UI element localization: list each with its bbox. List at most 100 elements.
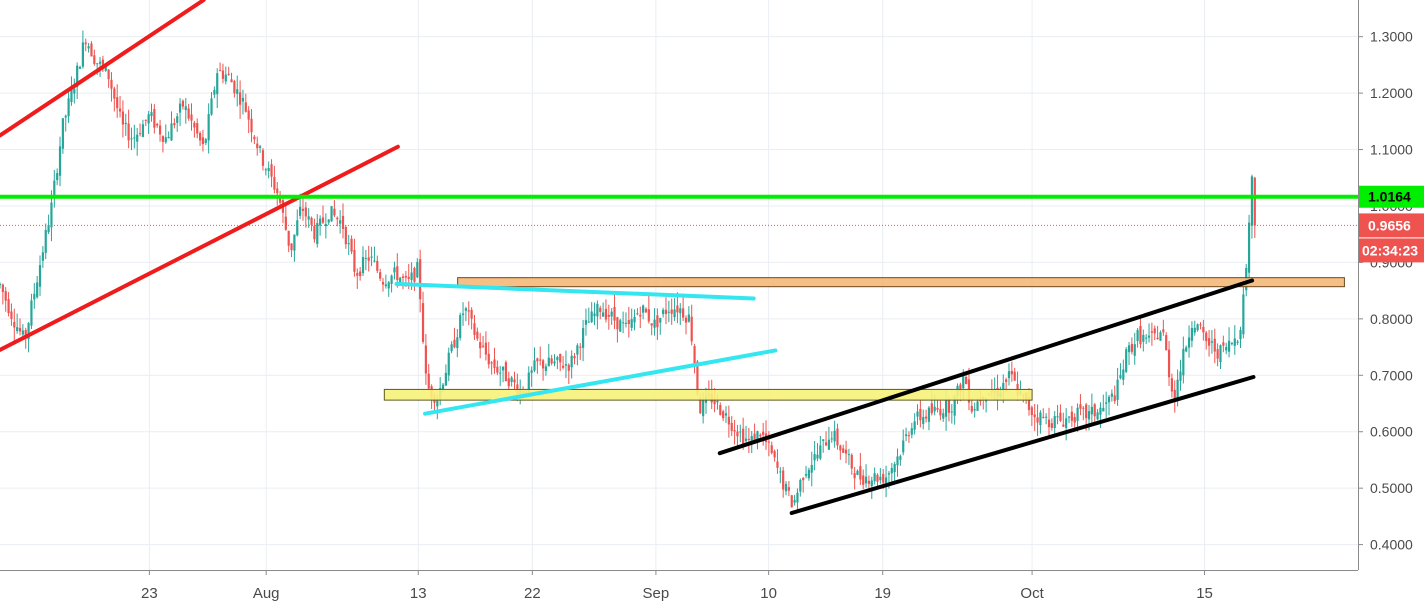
candle-body	[950, 411, 953, 413]
candle-body	[404, 275, 407, 278]
candle-body	[344, 227, 347, 245]
candle	[590, 302, 593, 324]
candle	[293, 234, 296, 262]
candle	[427, 364, 430, 390]
candle	[884, 465, 888, 498]
candle-body	[739, 431, 742, 433]
candle-body	[1202, 326, 1205, 333]
candle-body	[782, 470, 785, 490]
candle-body	[424, 345, 427, 374]
candle	[444, 364, 447, 386]
candle-body	[541, 360, 545, 369]
candle-body	[730, 422, 733, 431]
candle-body	[584, 320, 588, 325]
candle-body	[333, 208, 336, 216]
candle-body	[1050, 423, 1053, 428]
candle	[36, 275, 39, 299]
candle	[1170, 373, 1174, 398]
candle	[584, 308, 588, 336]
candle-body	[367, 257, 370, 261]
y-tick-label: 0.5000	[1370, 480, 1413, 496]
candle-body	[64, 115, 67, 118]
candle	[259, 144, 262, 153]
candle-body	[227, 73, 230, 75]
candle-body	[399, 277, 402, 283]
candle	[61, 118, 64, 154]
candle-body	[561, 365, 565, 368]
candle-body	[484, 342, 488, 355]
candle	[1250, 174, 1254, 239]
candle-body	[184, 106, 187, 111]
candle	[784, 481, 788, 496]
candle-body	[899, 456, 902, 460]
candle	[470, 307, 473, 330]
candle-body	[959, 384, 962, 392]
candle	[84, 38, 87, 52]
candle-body	[613, 306, 616, 321]
candle-body	[610, 311, 613, 317]
candle-body	[662, 309, 665, 315]
candle	[484, 331, 488, 361]
candle	[687, 306, 690, 323]
candle-body	[153, 109, 156, 128]
candle	[301, 195, 305, 221]
candle	[847, 448, 851, 465]
candle-body	[579, 346, 582, 348]
candle-body	[622, 322, 625, 324]
candle-body	[553, 361, 556, 364]
candle	[1159, 330, 1162, 341]
candle	[313, 218, 316, 243]
candle-body	[539, 359, 542, 361]
candle-body	[116, 97, 119, 109]
candle-body	[230, 79, 233, 83]
candle-body	[339, 220, 342, 224]
candle-body	[790, 495, 793, 508]
candle-body	[902, 440, 905, 453]
candle	[619, 318, 622, 332]
candle-body	[1002, 382, 1005, 391]
candle-body	[1082, 407, 1085, 409]
candle-body	[564, 364, 568, 366]
candle-body	[864, 476, 868, 484]
candle-body	[313, 226, 316, 240]
candle	[739, 424, 742, 443]
candle	[910, 422, 913, 439]
candle	[16, 313, 19, 334]
candle	[842, 444, 845, 454]
candle-body	[330, 206, 333, 222]
candle	[373, 246, 376, 263]
candle-body	[284, 216, 287, 230]
candle	[136, 127, 139, 156]
candle-body	[882, 473, 885, 483]
candle-body	[150, 112, 153, 117]
candle-body	[387, 282, 390, 289]
candle-body	[70, 89, 73, 103]
candle	[107, 69, 110, 88]
candle-body	[104, 66, 107, 71]
candle-body	[544, 366, 548, 372]
candle	[7, 292, 10, 317]
candle	[1227, 327, 1231, 358]
candle	[667, 300, 670, 323]
candle-body	[784, 483, 788, 492]
candle-body	[1150, 331, 1153, 333]
candle	[850, 453, 853, 475]
candle	[1125, 346, 1128, 374]
candle-body	[304, 207, 307, 217]
y-tick-label: 0.7000	[1370, 367, 1413, 383]
candle-body	[953, 396, 956, 416]
candle	[161, 135, 165, 153]
candle	[1067, 416, 1071, 424]
candle	[919, 400, 922, 428]
candle-body	[427, 373, 430, 389]
candle	[244, 93, 247, 113]
candle	[178, 98, 182, 127]
candle	[450, 341, 453, 354]
candle-body	[421, 303, 425, 342]
candle-body	[1113, 395, 1116, 402]
candle-body	[113, 88, 116, 99]
candle	[504, 360, 508, 382]
price-axis-bg	[1358, 0, 1424, 602]
candle-body	[0, 284, 2, 286]
